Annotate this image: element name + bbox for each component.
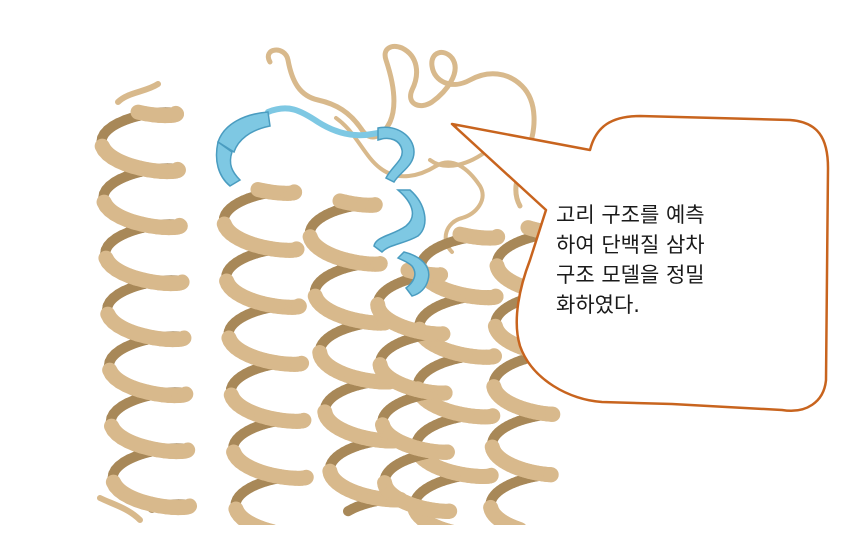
highlighted-loop-ribbon-4 xyxy=(373,189,426,253)
helix-1-segment xyxy=(181,498,198,515)
helix-5-segment xyxy=(509,520,526,525)
helix-2-segment xyxy=(248,518,268,525)
helix-4-segment xyxy=(430,520,449,525)
callout-bubble: 고리 구조를 예측 하여 단백질 삼차 구조 모델을 정밀 화하였다. xyxy=(450,114,830,412)
helix-1-segment xyxy=(177,386,194,403)
loop-backbone-top xyxy=(265,44,537,209)
helix-4-segment xyxy=(436,521,452,525)
helix-1-segment xyxy=(170,161,186,178)
protein-ribbon-model xyxy=(94,44,574,525)
helix-group xyxy=(94,104,566,525)
loop-backbone-mid xyxy=(334,116,485,254)
helix-1-segment xyxy=(173,274,190,291)
helix-3-segment xyxy=(343,503,358,517)
n-terminus-tail xyxy=(115,81,161,105)
helix-5-segment xyxy=(501,517,520,525)
helix-2-segment xyxy=(253,520,272,525)
callout-text: 고리 구조를 예측 하여 단백질 삼차 구조 모델을 정밀 화하였다. xyxy=(556,203,711,317)
helix-2-segment xyxy=(260,522,276,525)
c-terminus-tail xyxy=(97,495,143,523)
helix-5-segment xyxy=(505,519,523,525)
callout-line-2: 하여 단백질 삼차 xyxy=(556,233,705,257)
highlighted-loop-region xyxy=(215,105,430,297)
callout-line-4: 화하였다. xyxy=(556,293,640,317)
highlighted-loop-ribbon-3 xyxy=(377,126,415,183)
highlighted-loop-ribbon-1 xyxy=(217,111,271,154)
highlighted-loop-ribbon-5 xyxy=(396,251,430,297)
helix-1-segment xyxy=(179,442,196,459)
helix-4-segment xyxy=(425,518,445,525)
helix-4-segment xyxy=(442,523,455,525)
callout-line-3: 구조 모델을 정밀 xyxy=(556,263,705,287)
callout-line-1: 고리 구조를 예측 xyxy=(556,203,705,227)
helix-1-segment xyxy=(175,330,192,347)
callout-outline xyxy=(450,114,830,412)
helix-1-segment xyxy=(168,105,184,122)
highlighted-loop-ribbon-2 xyxy=(215,140,242,187)
helix-1-segment xyxy=(172,217,188,234)
